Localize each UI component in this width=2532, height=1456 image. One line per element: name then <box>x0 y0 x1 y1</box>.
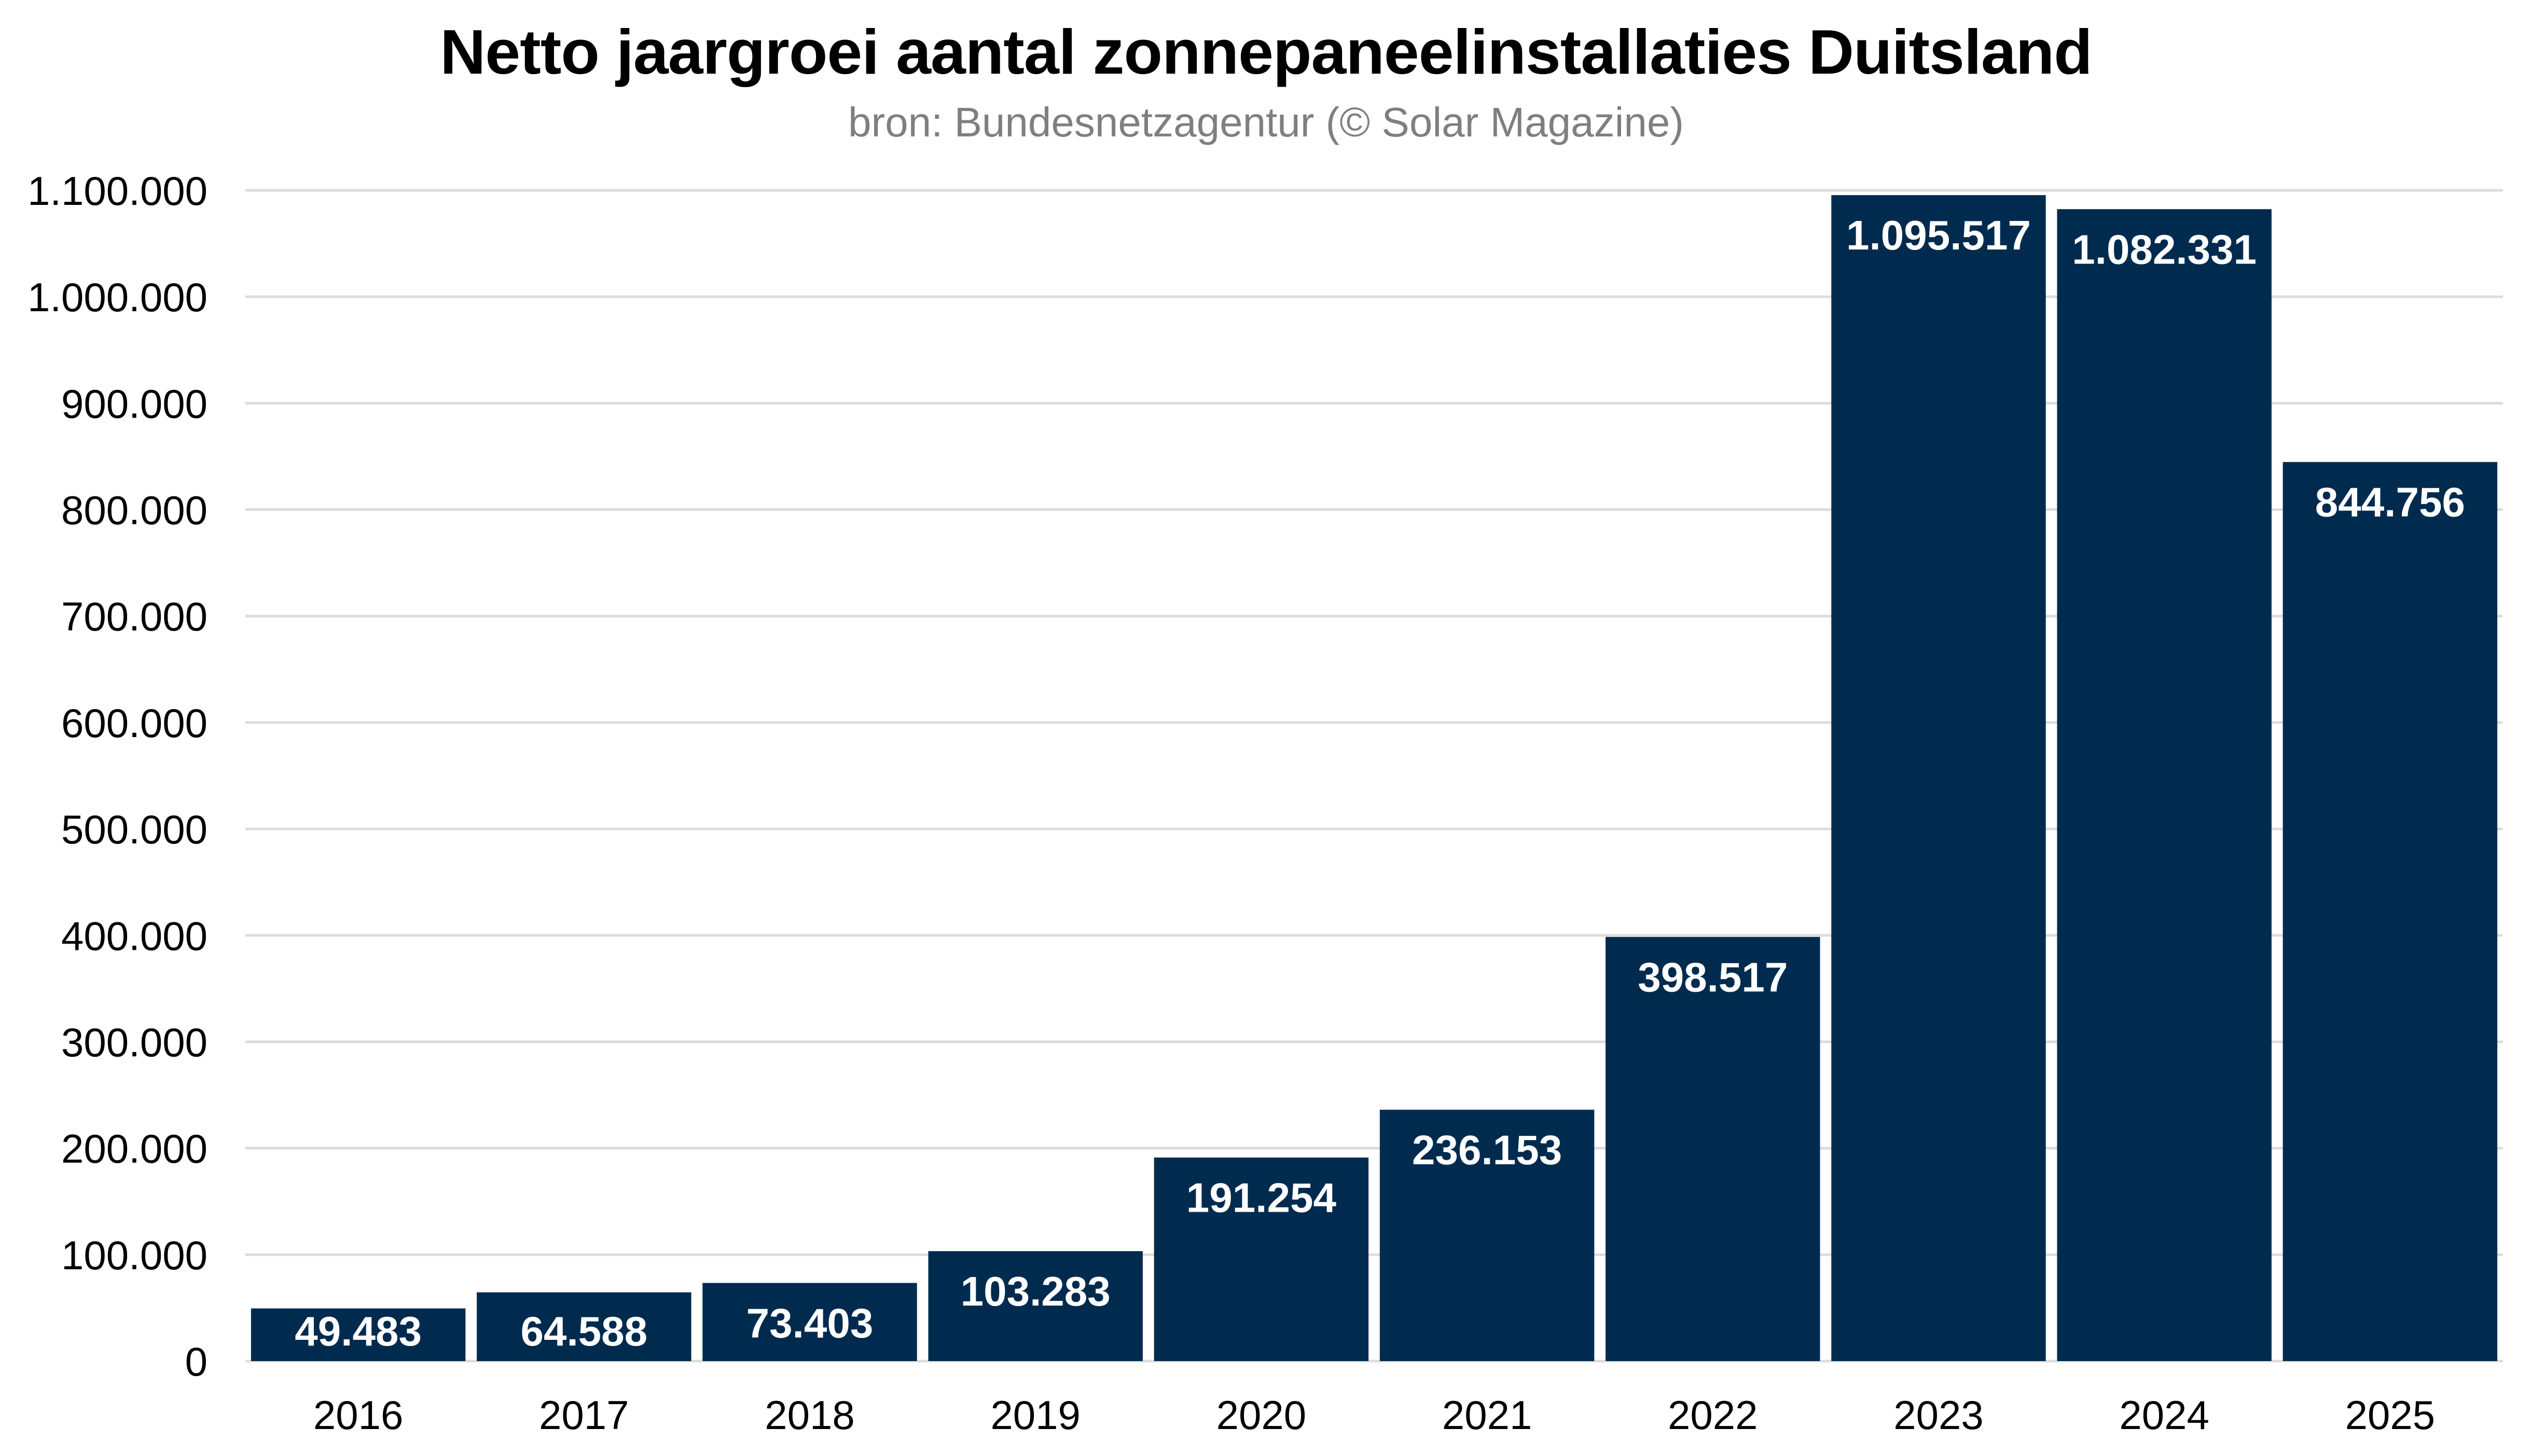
data-label: 844.756 <box>2315 479 2465 525</box>
x-tick-label: 2022 <box>1668 1392 1758 1438</box>
y-tick-label: 600.000 <box>61 700 207 746</box>
y-tick-label: 1.000.000 <box>27 274 207 320</box>
data-labels: 49.483 64.588 73.403 103.283 191.254 236.153 3… <box>295 212 2465 1354</box>
y-tick-label: 800.000 <box>61 488 207 533</box>
x-tick-label: 2019 <box>990 1392 1081 1438</box>
y-tick-label: 500.000 <box>61 807 207 852</box>
y-tick-label: 0 <box>185 1339 207 1384</box>
bar-2016 <box>251 1308 466 1361</box>
y-tick-label: 400.000 <box>61 913 207 959</box>
x-tick-label: 2016 <box>313 1392 404 1438</box>
data-label: 49.483 <box>295 1308 422 1354</box>
x-tick-label: 2021 <box>1442 1392 1532 1438</box>
bar-2025 <box>2282 462 2498 1361</box>
data-label: 64.588 <box>520 1308 647 1354</box>
bar-2018 <box>702 1283 917 1361</box>
x-tick-label: 2024 <box>2119 1392 2209 1438</box>
y-tick-label: 900.000 <box>61 381 207 426</box>
x-tick-label: 2025 <box>2345 1392 2436 1438</box>
y-tick-label: 300.000 <box>61 1019 207 1065</box>
bar-2019 <box>928 1251 1143 1361</box>
data-label: 1.082.331 <box>2072 226 2257 272</box>
x-axis: 2016 2017 2018 2019 2020 2021 2022 2023 2024 2025 <box>313 1392 2435 1438</box>
data-label: 73.403 <box>746 1300 874 1346</box>
bars <box>251 195 2498 1362</box>
bar-2021 <box>1379 1110 1595 1361</box>
data-label: 236.153 <box>1412 1127 1562 1173</box>
data-label: 398.517 <box>1638 954 1788 1000</box>
x-tick-label: 2020 <box>1216 1392 1307 1438</box>
x-tick-label: 2017 <box>539 1392 629 1438</box>
bar-2017 <box>477 1292 691 1361</box>
chart-title: Netto jaargroei aantal zonnepaneelinstal… <box>440 17 2093 87</box>
bar-2023 <box>1831 195 2046 1362</box>
y-tick-label: 100.000 <box>61 1232 207 1278</box>
y-axis: 0 100.000 200.000 300.000 400.000 500.000 600.… <box>27 168 207 1384</box>
y-tick-label: 700.000 <box>61 594 207 640</box>
bar-2024 <box>2057 209 2272 1361</box>
chart-subtitle: bron: Bundesnetzagentur (© Solar Magazin… <box>848 99 1684 145</box>
bar-2022 <box>1606 937 1820 1361</box>
data-label: 1.095.517 <box>1846 212 2031 258</box>
x-tick-label: 2023 <box>1893 1392 1984 1438</box>
x-tick-label: 2018 <box>765 1392 855 1438</box>
y-tick-label: 200.000 <box>61 1126 207 1172</box>
data-label: 191.254 <box>1186 1175 1337 1221</box>
bar-2020 <box>1154 1157 1369 1361</box>
y-tick-label: 1.100.000 <box>27 168 207 214</box>
data-label: 103.283 <box>961 1268 1111 1314</box>
